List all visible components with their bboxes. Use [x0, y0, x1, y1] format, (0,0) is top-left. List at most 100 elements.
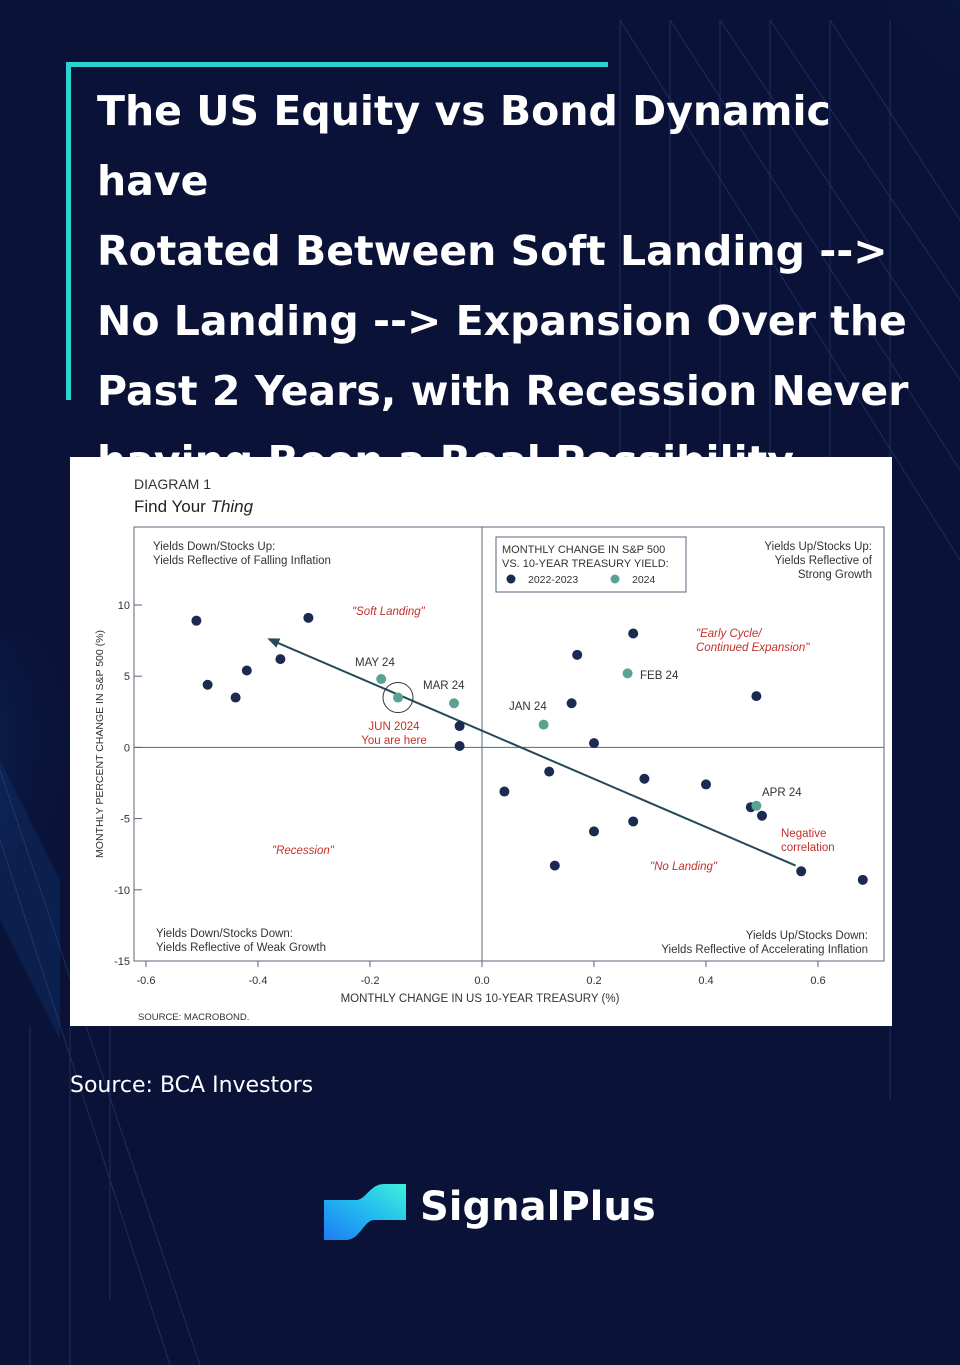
x-axis-ticks: -0.6 -0.4 -0.2 0.0 0.2 0.4 0.6 [137, 961, 826, 987]
quadrant-top-right-desc-2: Strong Growth [798, 569, 872, 581]
annotation-negative: Negative [781, 828, 826, 840]
data-point-2022-2023 [202, 679, 213, 690]
series-2022-2023 [191, 612, 868, 885]
point-annotations: MAY 24 MAR 24 JAN 24 FEB 24 APR 24 [355, 657, 802, 799]
data-point-2022-2023 [639, 773, 650, 784]
headline: The US Equity vs Bond Dynamic have Rotat… [97, 76, 917, 496]
quadrant-top-left-title: Yields Down/Stocks Up: [153, 541, 275, 553]
headline-line-4: Past 2 Years, with Recession Never [97, 367, 909, 415]
regime-early-cycle-1: "Early Cycle/ [696, 628, 763, 640]
headline-line-2: Rotated Between Soft Landing --> [97, 227, 888, 275]
quadrant-top-left-desc: Yields Reflective of Falling Inflation [153, 555, 331, 567]
data-point-2022-2023 [857, 874, 868, 885]
data-point-2022-2023 [566, 698, 577, 709]
data-point-2022-2023 [701, 779, 711, 790]
regime-no-landing: "No Landing" [650, 861, 718, 873]
data-point-2022-2023 [499, 786, 510, 797]
x-tick-label: 0.4 [698, 975, 713, 987]
legend-box [495, 536, 687, 593]
annotation-jan24: JAN 24 [509, 701, 547, 713]
legend-title-2: VS. 10-YEAR TREASURY YIELD: [502, 558, 669, 570]
data-point-2022-2023 [572, 649, 583, 660]
data-point-2024 [376, 674, 387, 685]
data-point-2022-2023 [751, 691, 762, 702]
regime-early-cycle-2: Continued Expansion" [696, 642, 810, 654]
headline-line-3: No Landing --> Expansion Over the [97, 297, 907, 345]
series-2024 [376, 668, 762, 811]
x-tick-label: -0.6 [137, 975, 156, 987]
headline-line-1: The US Equity vs Bond Dynamic have [97, 87, 831, 205]
brand-name: SignalPlus [420, 1184, 656, 1230]
signalplus-logo-icon [324, 1184, 406, 1240]
accent-bracket [66, 62, 608, 400]
legend: MONTHLY CHANGE IN S&P 500 VS. 10-YEAR TR… [495, 536, 687, 593]
quadrant-labels: Yields Down/Stocks Up: Yields Reflective… [153, 541, 873, 956]
regime-recession: "Recession" [272, 845, 335, 857]
y-tick-label: -5 [120, 814, 130, 826]
data-point-2022-2023 [549, 860, 560, 871]
x-tick-label: 0.0 [474, 975, 489, 987]
data-point-2022-2023 [454, 740, 465, 751]
quadrant-top-right-desc-1: Yields Reflective of [775, 555, 873, 567]
legend-title-1: MONTHLY CHANGE IN S&P 500 [502, 544, 665, 556]
quadrant-bottom-left-title: Yields Down/Stocks Down: [156, 928, 293, 940]
annotation-jun-2024: JUN 2024 [368, 721, 420, 733]
diagram-label: DIAGRAM 1 [134, 476, 211, 492]
data-point-2022-2023 [191, 615, 202, 626]
data-point-2024 [393, 692, 403, 703]
data-point-2022-2023 [628, 628, 639, 639]
legend-entry-2024: 2024 [632, 574, 656, 586]
x-tick-label: -0.4 [249, 975, 268, 987]
legend-swatch-2024 [610, 574, 620, 584]
chart-card: DIAGRAM 1 Find Your Thing -0.6 -0.4 -0.2 0.… [70, 457, 892, 1026]
quadrant-top-right-title: Yields Up/Stocks Up: [764, 541, 872, 553]
data-point-2022-2023 [275, 654, 286, 665]
chart-source-note: SOURCE: MACROBOND. [138, 1012, 249, 1023]
y-tick-label: -15 [114, 956, 130, 968]
x-axis-label: MONTHLY CHANGE IN US 10-YEAR TREASURY (%… [341, 993, 620, 1005]
brand: SignalPlus [322, 1180, 656, 1244]
y-axis-label: MONTHLY PERCENT CHANGE IN S&P 500 (%) [94, 630, 106, 858]
annotation-correlation: correlation [781, 842, 835, 854]
legend-swatch-2022-2023 [506, 574, 516, 584]
chart-title-plain: Find Your [134, 497, 211, 516]
plot-frame [133, 526, 885, 962]
chart-title: Find Your Thing [134, 497, 254, 516]
data-point-2022-2023 [796, 866, 807, 877]
quadrant-bottom-left-desc: Yields Reflective of Weak Growth [156, 942, 326, 954]
y-axis-ticks: 10 5 0 -5 -10 -15 [114, 600, 142, 968]
annotation-you-are-here: You are here [361, 735, 426, 747]
quadrant-bottom-right-desc: Yields Reflective of Accelerating Inflat… [661, 944, 868, 956]
y-tick-label: 5 [124, 671, 130, 683]
data-point-2022-2023 [303, 612, 314, 623]
scatter-chart: DIAGRAM 1 Find Your Thing -0.6 -0.4 -0.2 0.… [94, 476, 885, 1023]
data-point-2024 [622, 668, 633, 679]
x-tick-label: -0.2 [361, 975, 380, 987]
quadrant-bottom-right-title: Yields Up/Stocks Down: [746, 930, 868, 942]
regime-labels: "Soft Landing" "Early Cycle/ Continued E… [272, 606, 810, 873]
annotation-feb24: FEB 24 [640, 670, 679, 682]
y-tick-label: 0 [124, 742, 130, 754]
data-point-2024 [449, 698, 459, 709]
source-caption: Source: BCA Investors [70, 1073, 314, 1098]
x-tick-label: 0.2 [586, 975, 601, 987]
negative-correlation-arrow [267, 638, 796, 867]
data-point-2022-2023 [589, 738, 599, 749]
data-point-2022-2023 [241, 665, 252, 676]
data-point-2022-2023 [544, 766, 555, 777]
data-point-2022-2023 [628, 816, 639, 827]
annotation-mar24: MAR 24 [423, 680, 465, 692]
data-point-2022-2023 [454, 721, 465, 732]
data-point-2024 [538, 719, 549, 730]
y-tick-label: 10 [118, 600, 130, 612]
regime-soft-landing: "Soft Landing" [352, 606, 426, 618]
x-tick-label: 0.6 [810, 975, 825, 987]
data-point-2022-2023 [589, 826, 599, 837]
you-are-here-ring [382, 682, 414, 714]
chart-title-italic: Thing [211, 497, 254, 516]
y-tick-label: -10 [114, 885, 130, 897]
red-annotations: JUN 2024 You are here Negative correlati… [361, 721, 834, 854]
annotation-apr24: APR 24 [762, 787, 802, 799]
data-point-2022-2023 [230, 692, 241, 703]
data-point-2022-2023 [757, 810, 767, 821]
